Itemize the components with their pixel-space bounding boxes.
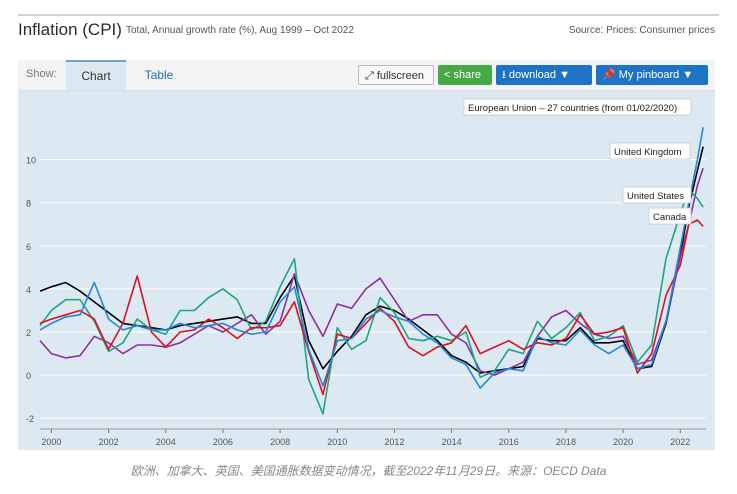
chart-area: -2 0 2 4 6 8 10 2000 2002 2004 2006 2008 2010 2012 201…	[18, 91, 715, 450]
series-end-label: European Union – 27 countries (from 01/0…	[468, 103, 677, 114]
series-end-label: United States	[627, 191, 684, 202]
x-tick-label: 2014	[442, 437, 462, 447]
source-note: Source: Prices: Consumer prices	[568, 25, 715, 36]
y-tick-label: 2	[26, 328, 31, 338]
x-tick-label: 2012	[384, 437, 404, 447]
x-tick-label: 2010	[327, 437, 347, 447]
series-end-label: Canada	[653, 212, 687, 223]
page-title: Inflation (CPI)	[18, 20, 122, 39]
series-label-box	[648, 207, 692, 225]
pin-icon: 📌	[602, 69, 616, 81]
series-line-4	[39, 219, 704, 396]
series-end-label: United Kingdom	[614, 147, 682, 158]
series-line-5	[39, 127, 704, 389]
fullscreen-label: fullscreen	[376, 70, 424, 82]
expand-icon: ⤢	[365, 70, 374, 82]
share-button[interactable]: < share	[438, 65, 492, 85]
tab-table[interactable]: Table	[144, 68, 174, 82]
show-label: Show:	[26, 68, 57, 80]
pinboard-label: My pinboard ▼	[618, 69, 694, 81]
x-tick-label: 2000	[41, 437, 61, 447]
x-tick-label: 2006	[213, 437, 233, 447]
y-tick-label: 10	[26, 156, 36, 166]
share-icon: <	[444, 69, 451, 81]
pinboard-button[interactable]: 📌 My pinboard ▼	[596, 65, 708, 85]
series-label-box	[463, 98, 692, 116]
y-tick-label: 6	[26, 242, 31, 252]
x-tick-label: 2002	[99, 437, 119, 447]
figure-caption: 欧洲、加拿大、英国、美国通胀数据变动情况，截至2022年11月29日。来源：OE…	[130, 464, 607, 478]
y-tick-label: 4	[26, 285, 31, 295]
y-tick-label: 8	[26, 199, 31, 209]
inflation-chart: -2 0 2 4 6 8 10 2000 2002 2004 2006 2008 2010 2012 201…	[26, 98, 706, 447]
y-tick-label: -2	[26, 414, 34, 424]
toolbar: Show: Chart Table ⤢ fullscreen < share ⭳…	[18, 60, 715, 91]
y-tick-label: 0	[26, 371, 31, 381]
series-label-box	[609, 142, 691, 160]
series-line-1	[39, 146, 704, 374]
share-label: share	[453, 69, 482, 81]
x-tick-label: 2018	[556, 437, 576, 447]
download-label: download ▼	[508, 69, 570, 81]
x-tick-label: 2020	[613, 437, 633, 447]
fullscreen-button[interactable]: ⤢ fullscreen	[358, 65, 434, 85]
tab-chart[interactable]: Chart	[66, 60, 126, 90]
series-label-box	[622, 186, 692, 204]
x-tick-label: 2004	[156, 437, 176, 447]
header-divider	[18, 14, 719, 16]
download-icon: ⭳	[502, 69, 506, 81]
x-tick-label: 2022	[670, 437, 690, 447]
download-button[interactable]: ⭳ download ▼	[496, 65, 592, 85]
page-subtitle: Total, Annual growth rate (%), Aug 1999 …	[126, 25, 354, 36]
series-line-3	[39, 189, 704, 415]
series-line-2	[39, 168, 704, 376]
x-tick-label: 2008	[270, 437, 290, 447]
x-tick-label: 2016	[499, 437, 519, 447]
